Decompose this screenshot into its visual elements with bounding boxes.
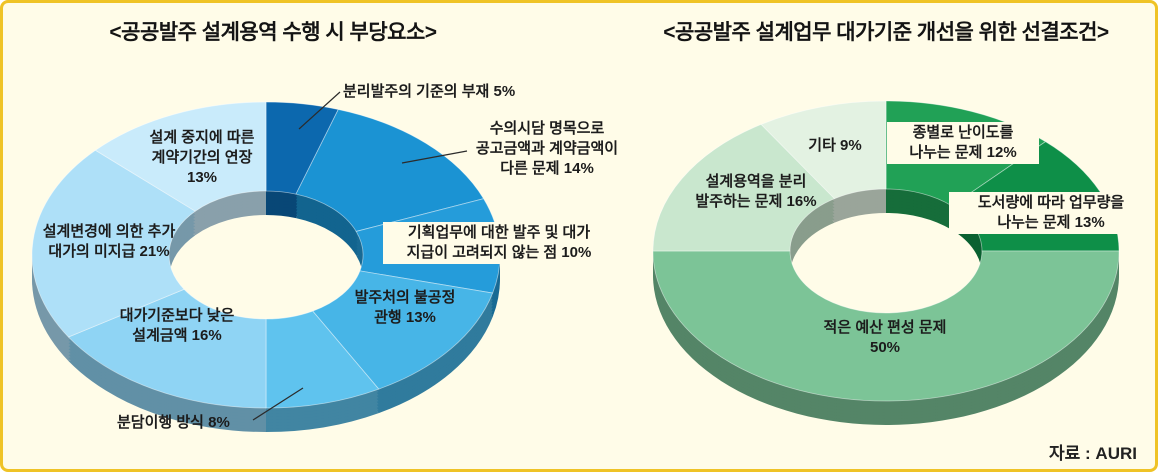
left-segment-label-14pct: 수의시담 명목으로 공고금액과 계약금액이 다른 문제 14% xyxy=(475,120,619,177)
donut-segment xyxy=(652,250,1120,402)
left-chart-title: <공공발주 설계용역 수행 시 부당요소> xyxy=(109,21,437,44)
leader-line xyxy=(298,91,341,130)
leader-line xyxy=(401,150,468,164)
donut-segment xyxy=(312,270,494,390)
source-credit: 자료 : AURI xyxy=(1049,444,1137,463)
donut-segment xyxy=(652,123,836,252)
donut-segment xyxy=(94,101,267,212)
donut-segment xyxy=(760,100,887,200)
left-segment-label-8pct: 분담이행 방식 8% xyxy=(117,414,230,431)
right-segment-label-12pct: 종별로 난이도를 나누는 문제 12% xyxy=(887,122,1039,164)
donut-segment xyxy=(67,288,267,409)
leader-line xyxy=(252,387,304,421)
right-segment-label-etc-9pct: 기타 9% xyxy=(808,137,862,154)
donut-charts-canvas xyxy=(31,91,1120,433)
left-segment-label-16pct: 대가기준보다 낮은 설계금액 16% xyxy=(119,307,235,344)
right-segment-label-13pct: 도서량에 따라 업무량을 나누는 문제 13% xyxy=(949,192,1153,234)
left-segment-label-5pct: 분리발주의 기준의 부재 5% xyxy=(343,83,516,100)
donut-segment xyxy=(31,149,197,338)
left-segment-label-13pct-contract-extension: 설계 중지에 따른 계약기간의 연장 13% xyxy=(149,129,255,186)
left-segment-label-21pct: 설계변경에 의한 추가 대가의 미지급 21% xyxy=(42,223,176,260)
right-segment-label-50pct: 적은 예산 편성 문제 50% xyxy=(823,319,947,356)
donut-segment xyxy=(295,109,485,232)
left-segment-label-10pct: 기획업무에 대한 발주 및 대가 지급이 고려되지 않는 점 10% xyxy=(383,222,615,264)
left-segment-label-13pct-unfair-practice: 발주처의 불공정 관행 13% xyxy=(354,289,456,326)
right-segment-label-16pct: 설계용역을 분리 발주하는 문제 16% xyxy=(695,173,817,210)
right-chart-title: <공공발주 설계업무 대가기준 개선을 위한 선결조건> xyxy=(663,21,1109,44)
